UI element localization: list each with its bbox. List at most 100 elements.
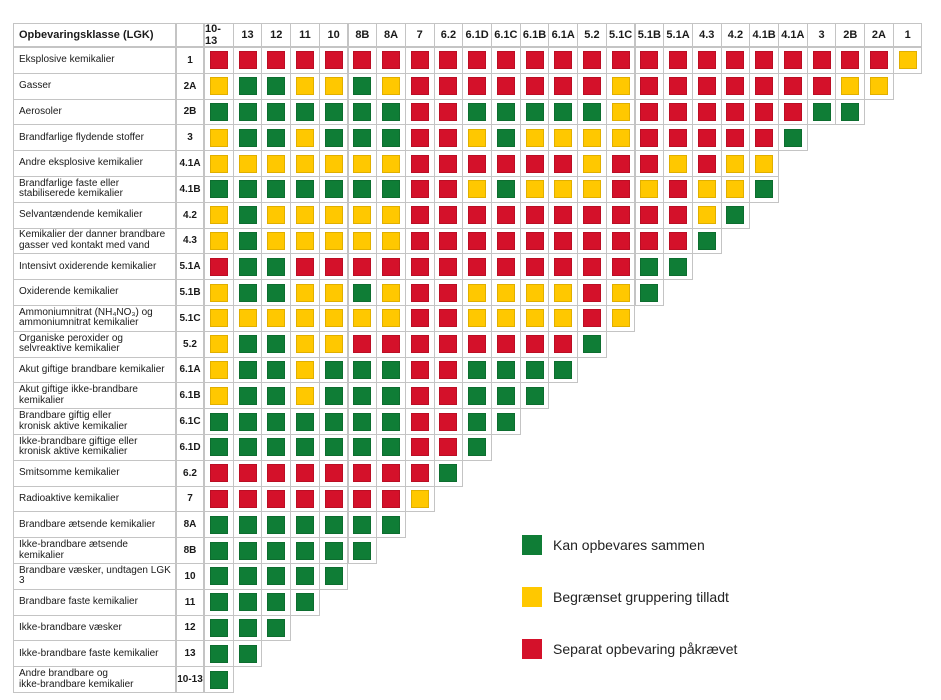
marker-separate: [812, 77, 831, 96]
marker-separate: [468, 154, 487, 173]
matrix-cell: [691, 176, 722, 203]
matrix-cell: [548, 47, 579, 74]
matrix-cell: [433, 227, 464, 255]
marker-limited: [755, 154, 774, 173]
matrix-cell: [204, 176, 234, 203]
marker-separate: [439, 206, 458, 225]
marker-separate: [669, 180, 688, 199]
marker-compatible: [238, 77, 257, 96]
marker-separate: [324, 464, 343, 483]
matrix-cell: [605, 150, 636, 177]
marker-compatible: [238, 128, 257, 147]
marker-separate: [669, 51, 688, 70]
matrix-cell: [462, 98, 492, 126]
matrix-cell: [404, 485, 435, 513]
marker-limited: [267, 154, 286, 173]
marker-separate: [410, 412, 429, 431]
matrix-cell: [548, 330, 579, 358]
matrix-cell: [232, 563, 263, 590]
matrix-cell: [491, 382, 521, 410]
marker-separate: [697, 102, 716, 121]
row-label: Selvantændende kemikalier: [13, 201, 176, 229]
matrix-cell: [232, 279, 263, 306]
marker-compatible: [353, 77, 372, 96]
matrix-cell: [376, 98, 406, 126]
marker-compatible: [267, 335, 286, 354]
matrix-cell: [519, 201, 550, 229]
marker-limited: [496, 309, 515, 328]
marker-limited: [295, 206, 314, 225]
row-code: 2A: [176, 72, 204, 100]
matrix-cell: [347, 201, 378, 229]
row-label: Ammoniumnitrat (NH₄NO₃) og ammoniumnitra…: [13, 305, 176, 332]
row-label: Ikke-brandbare væsker: [13, 614, 176, 642]
matrix-cell: [232, 408, 263, 435]
marker-compatible: [238, 644, 257, 663]
legend-item: Separat opbevaring påkrævet: [522, 639, 737, 659]
marker-limited: [238, 154, 257, 173]
matrix-cell: [634, 124, 665, 152]
matrix-cell: [663, 47, 693, 74]
matrix-cell: [290, 382, 320, 410]
marker-compatible: [382, 386, 401, 405]
code-header-cell: [176, 23, 204, 47]
marker-compatible: [496, 360, 515, 379]
marker-compatible: [324, 386, 343, 405]
marker-separate: [439, 154, 458, 173]
marker-separate: [640, 206, 659, 225]
matrix-cell: [261, 563, 292, 590]
marker-separate: [697, 51, 716, 70]
marker-separate: [669, 77, 688, 96]
marker-separate: [468, 77, 487, 96]
marker-limited: [468, 180, 487, 199]
matrix-cell: [318, 408, 349, 435]
row-label: Oxiderende kemikalier: [13, 279, 176, 306]
row-label: Organiske peroxider og selvreaktive kemi…: [13, 330, 176, 358]
marker-limited: [554, 180, 573, 199]
matrix-cell: [519, 253, 550, 281]
column-header: 5.1C: [605, 23, 636, 47]
matrix-cell: [548, 72, 579, 100]
legend-item: Kan opbevares sammen: [522, 535, 705, 555]
matrix-cell: [491, 253, 521, 281]
marker-compatible: [353, 128, 372, 147]
marker-limited: [611, 283, 630, 302]
marker-separate: [640, 102, 659, 121]
matrix-cell: [433, 201, 464, 229]
row-code: 8B: [176, 537, 204, 564]
marker-limited: [525, 283, 544, 302]
matrix-cell: [404, 356, 435, 384]
marker-limited: [496, 283, 515, 302]
row-label: Ikke-brandbare faste kemikalier: [13, 640, 176, 668]
marker-compatible: [238, 231, 257, 250]
matrix-cell: [290, 588, 320, 616]
matrix-cell: [290, 253, 320, 281]
matrix-cell: [720, 150, 751, 177]
marker-compatible: [209, 567, 228, 586]
row-label: Brandbare faste kemikalier: [13, 588, 176, 616]
matrix-cell: [491, 201, 521, 229]
marker-separate: [382, 335, 401, 354]
marker-compatible: [295, 102, 314, 121]
marker-separate: [525, 51, 544, 70]
row-label: Akut giftige brandbare kemikalier: [13, 356, 176, 384]
legend-item: Begrænset gruppering tilladt: [522, 587, 729, 607]
marker-compatible: [238, 206, 257, 225]
marker-separate: [410, 77, 429, 96]
matrix-cell: [290, 459, 320, 487]
matrix-cell: [376, 124, 406, 152]
marker-separate: [410, 128, 429, 147]
marker-separate: [209, 257, 228, 276]
matrix-cell: [491, 72, 521, 100]
marker-separate: [812, 51, 831, 70]
marker-separate: [783, 77, 802, 96]
marker-separate: [410, 360, 429, 379]
marker-separate: [439, 102, 458, 121]
marker-separate: [869, 51, 888, 70]
matrix-cell: [404, 279, 435, 306]
marker-separate: [353, 51, 372, 70]
marker-separate: [496, 231, 515, 250]
matrix-cell: [605, 176, 636, 203]
matrix-cell: [404, 124, 435, 152]
column-header: 10: [318, 23, 349, 47]
